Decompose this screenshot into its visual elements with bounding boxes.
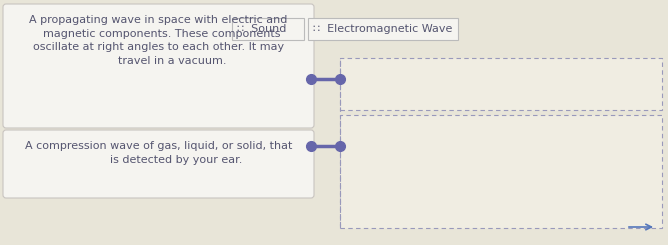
FancyBboxPatch shape — [3, 4, 314, 128]
FancyBboxPatch shape — [340, 58, 662, 110]
Text: A propagating wave in space with electric and
  magnetic components. These compo: A propagating wave in space with electri… — [29, 15, 288, 66]
Text: ∷  Electromagnetic Wave: ∷ Electromagnetic Wave — [313, 24, 452, 34]
FancyBboxPatch shape — [308, 18, 458, 40]
Text: ∷  Sound: ∷ Sound — [237, 24, 287, 34]
FancyBboxPatch shape — [232, 18, 304, 40]
FancyBboxPatch shape — [340, 115, 662, 228]
Text: A compression wave of gas, liquid, or solid, that
          is detected by your : A compression wave of gas, liquid, or so… — [25, 141, 292, 165]
FancyBboxPatch shape — [3, 130, 314, 198]
